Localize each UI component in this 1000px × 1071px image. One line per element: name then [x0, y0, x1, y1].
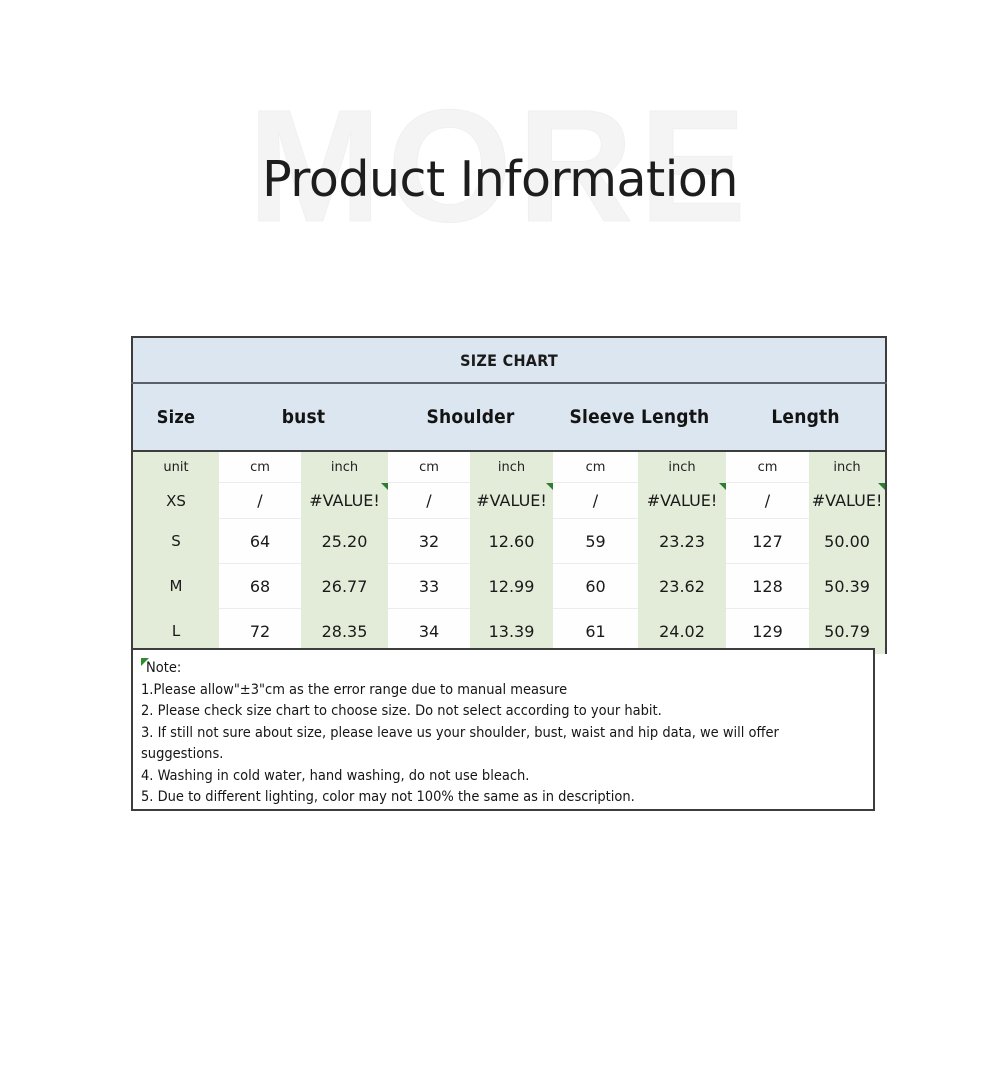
note-line-2: 2. Please check size chart to choose siz…	[141, 703, 662, 719]
note-box: Note: 1.Please allow"±3"cm as the error …	[131, 648, 875, 811]
cell-value: #VALUE!	[811, 491, 883, 510]
cell-sleeve-cm: 61	[553, 608, 638, 654]
cell-sleeve-inch: #VALUE!	[638, 482, 726, 519]
note-line-3: 3. If still not sure about size, please …	[141, 724, 779, 741]
cell-value: #VALUE!	[646, 491, 718, 510]
error-flag-icon	[878, 482, 886, 490]
note-line-5: 5. Due to different lighting, color may …	[141, 789, 635, 805]
cell-shoulder-cm: 34	[388, 608, 470, 654]
cell-size: L	[131, 608, 219, 654]
cell-value: #VALUE!	[476, 491, 547, 510]
cell-unit-sleeve-inch: inch	[638, 451, 726, 483]
cell-bust-cm: 72	[219, 608, 301, 654]
cell-shoulder-cm: 33	[388, 563, 470, 609]
cell-length-inch: 50.79	[809, 608, 888, 654]
cell-unit-shoulder-cm: cm	[388, 451, 470, 483]
cell-shoulder-inch: 12.99	[470, 563, 553, 609]
table-row: XS / #VALUE! / #VALUE! / #VALUE! / #VALU…	[131, 482, 888, 519]
cell-length-cm: 128	[726, 563, 809, 609]
cell-length-inch: 50.39	[809, 563, 888, 609]
table-row: L 72 28.35 34 13.39 61 24.02 129 50.79	[131, 608, 888, 654]
hero-section: MORE Product Information	[0, 0, 1000, 300]
note-heading: Note:	[146, 660, 182, 676]
table-row: M 68 26.77 33 12.99 60 23.62 128 50.39	[131, 563, 888, 609]
header-sleeve-length: Sleeve Length	[553, 383, 726, 451]
size-chart-header-row: Size bust Shoulder Sleeve Length Length	[131, 383, 888, 451]
cell-bust-cm: /	[219, 482, 301, 519]
cell-shoulder-cm: /	[388, 482, 470, 519]
error-flag-icon	[381, 482, 388, 490]
cell-length-cm: 129	[726, 608, 809, 654]
error-flag-icon	[141, 658, 149, 666]
cell-unit-length-inch: inch	[809, 451, 888, 483]
cell-sleeve-inch: 23.62	[638, 563, 726, 609]
cell-bust-inch: 25.20	[301, 518, 388, 564]
note-line-4: 4. Washing in cold water, hand washing, …	[141, 767, 530, 784]
cell-unit-shoulder-inch: inch	[470, 451, 553, 483]
watermark-text: MORE	[248, 76, 752, 255]
cell-unit-bust-cm: cm	[219, 451, 301, 483]
table-row: S 64 25.20 32 12.60 59 23.23 127 50.00	[131, 518, 888, 564]
size-chart-table: SIZE CHART Size bust Shoulder Sleeve Len…	[130, 336, 888, 654]
cell-bust-cm: 64	[219, 518, 301, 564]
cell-bust-inch: 26.77	[301, 563, 388, 609]
cell-unit-bust-inch: inch	[301, 451, 388, 483]
cell-shoulder-inch: 13.39	[470, 608, 553, 654]
cell-length-cm: /	[726, 482, 809, 519]
cell-bust-cm: 68	[219, 563, 301, 609]
table-row-unit: unit cm inch cm inch cm inch cm inch	[131, 451, 888, 483]
cell-sleeve-inch: 23.23	[638, 518, 726, 564]
cell-size: M	[131, 563, 219, 609]
cell-value: #VALUE!	[309, 491, 380, 510]
cell-size: S	[131, 518, 219, 564]
header-bust: bust	[219, 383, 388, 451]
size-chart-title-row: SIZE CHART	[130, 336, 888, 384]
cell-bust-inch: #VALUE!	[301, 482, 388, 519]
cell-length-inch: #VALUE!	[809, 482, 888, 519]
cell-length-cm: 127	[726, 518, 809, 564]
cell-unit-length-cm: cm	[726, 451, 809, 483]
cell-sleeve-cm: 59	[553, 518, 638, 564]
cell-length-inch: 50.00	[809, 518, 888, 564]
note-line-1: 1.Please allow"±3"cm as the error range …	[141, 681, 568, 698]
cell-unit-sleeve-cm: cm	[553, 451, 638, 483]
cell-shoulder-cm: 32	[388, 518, 470, 564]
header-size: Size	[131, 383, 219, 451]
error-flag-icon	[546, 482, 553, 490]
size-chart-title: SIZE CHART	[130, 336, 888, 384]
cell-bust-inch: 28.35	[301, 608, 388, 654]
cell-shoulder-inch: #VALUE!	[470, 482, 553, 519]
size-chart-section: SIZE CHART Size bust Shoulder Sleeve Len…	[130, 336, 888, 654]
cell-shoulder-inch: 12.60	[470, 518, 553, 564]
error-flag-icon	[719, 482, 726, 490]
cell-sleeve-inch: 24.02	[638, 608, 726, 654]
cell-unit-label: unit	[131, 451, 219, 483]
header-shoulder: Shoulder	[388, 383, 553, 451]
cell-sleeve-cm: 60	[553, 563, 638, 609]
cell-size: XS	[131, 482, 219, 519]
note-line-3-cont: suggestions.	[141, 746, 224, 762]
header-length: Length	[726, 383, 888, 451]
cell-sleeve-cm: /	[553, 482, 638, 519]
page-title: Product Information	[262, 151, 738, 208]
